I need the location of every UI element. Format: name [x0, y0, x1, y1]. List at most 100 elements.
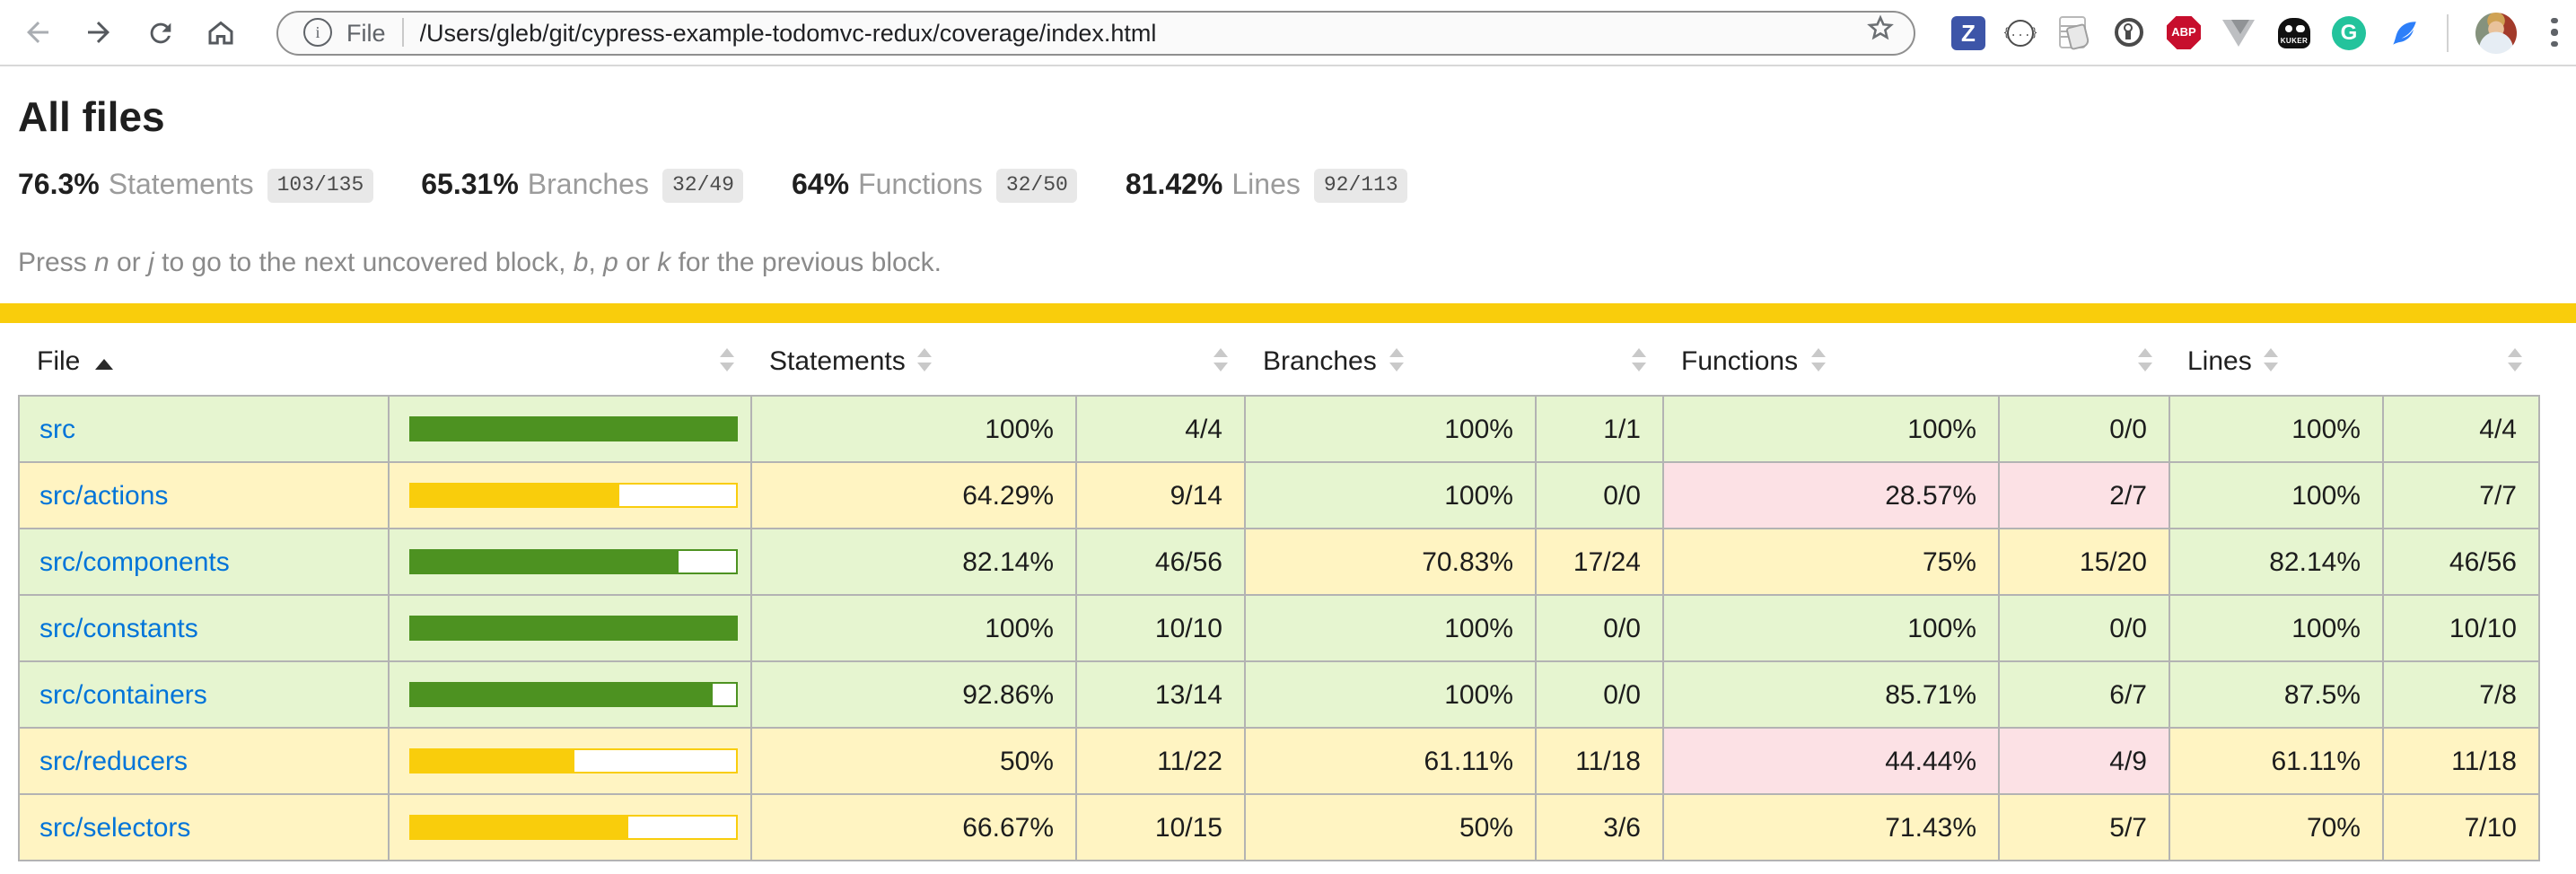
file-link[interactable]: src — [39, 414, 75, 444]
adblock-plus-extension-icon[interactable]: ABP — [2167, 15, 2201, 49]
statements-raw-cell: 46/56 — [1075, 528, 1246, 596]
reload-button[interactable] — [136, 9, 183, 56]
functions-raw-cell: 2/7 — [1998, 461, 2170, 529]
column-header-lines-raw[interactable] — [2383, 323, 2539, 396]
statements-pct-cell: 92.86% — [750, 660, 1077, 729]
coverage-bar — [409, 416, 738, 441]
sorter-icon[interactable] — [1213, 348, 1227, 371]
branches-raw-cell: 0/0 — [1535, 594, 1664, 662]
back-button[interactable] — [14, 9, 61, 56]
functions-raw-cell: 0/0 — [1998, 395, 2170, 463]
coverage-bar-fill — [411, 817, 628, 838]
lines-raw-cell: 46/56 — [2382, 528, 2540, 596]
branches-pct-cell: 100% — [1244, 461, 1537, 529]
statements-pct-cell: 50% — [750, 727, 1077, 795]
coverage-bar — [409, 616, 738, 641]
feather-extension-icon[interactable] — [2388, 15, 2422, 49]
lines-pct: 81.42% — [1125, 170, 1223, 200]
graph-cell — [388, 461, 752, 529]
functions-raw-cell: 0/0 — [1998, 594, 2170, 662]
statements-pct-cell: 100% — [750, 594, 1077, 662]
file-link[interactable]: src/components — [39, 546, 230, 577]
url-text[interactable]: /Users/gleb/git/cypress-example-todomvc-… — [419, 19, 1157, 46]
statements-raw-cell: 10/15 — [1075, 793, 1246, 861]
vue-devtools-extension-icon[interactable] — [2222, 17, 2256, 48]
forward-button[interactable] — [75, 9, 122, 56]
graph-cell — [388, 793, 752, 861]
file-cell: src/constants — [18, 594, 390, 662]
functions-raw-cell: 6/7 — [1998, 660, 2170, 729]
column-header-graph[interactable] — [389, 323, 751, 396]
coverage-bar-empty — [678, 551, 736, 572]
browser-menu-icon[interactable] — [2540, 14, 2569, 50]
column-header-statements-raw[interactable] — [1076, 323, 1245, 396]
grammarly-extension-icon[interactable]: G — [2332, 15, 2366, 49]
json-viewer-extension-icon[interactable]: {...} — [2003, 19, 2038, 46]
coverage-bar — [409, 549, 738, 574]
functions-pct-cell: 75% — [1662, 528, 2000, 596]
sorter-icon[interactable] — [1810, 348, 1826, 371]
coverage-bar-empty — [713, 684, 736, 705]
document-icon — [2059, 16, 2090, 50]
home-button[interactable] — [197, 9, 244, 56]
column-header-branches[interactable]: Branches — [1245, 323, 1536, 396]
functions-pct-cell: 44.44% — [1662, 727, 2000, 795]
column-header-file[interactable]: File — [19, 323, 389, 396]
file-link[interactable]: src/constants — [39, 613, 198, 643]
coverage-bar-fill — [411, 418, 736, 440]
zenhub-extension-icon[interactable]: Z — [1951, 15, 1985, 49]
coverage-bar-fill — [411, 485, 620, 506]
sorter-icon[interactable] — [2507, 348, 2521, 371]
column-header-lines[interactable]: Lines — [2169, 323, 2383, 396]
page-info-icon[interactable]: i — [303, 18, 332, 47]
statements-raw-cell: 13/14 — [1075, 660, 1246, 729]
forward-icon — [83, 16, 115, 48]
table-wrapper: File Statements Branches Functions Lines… — [0, 323, 2576, 861]
sorter-icon[interactable] — [719, 348, 733, 371]
coverage-bar-empty — [619, 485, 736, 506]
lines-pct-cell: 100% — [2169, 594, 2384, 662]
table-row: src/constants 100% 10/10 100% 0/0 100% 0… — [18, 594, 2540, 662]
coverage-summary: 76.3% Statements 103/135 65.31% Branches… — [18, 169, 2558, 203]
coverage-bar-fill — [411, 684, 714, 705]
table-row: src 100% 4/4 100% 1/1 100% 0/0 100% 4/4 — [18, 395, 2540, 463]
file-link[interactable]: src/containers — [39, 679, 207, 710]
branches-pct-cell: 100% — [1244, 395, 1537, 463]
graph-cell — [388, 395, 752, 463]
graph-cell — [388, 727, 752, 795]
sorter-icon[interactable] — [2137, 348, 2151, 371]
branches-raw-cell: 17/24 — [1535, 528, 1664, 596]
kuker-extension-icon[interactable]: KUKER — [2278, 17, 2310, 48]
sorter-icon[interactable] — [917, 348, 933, 371]
column-header-statements[interactable]: Statements — [751, 323, 1076, 396]
home-icon — [205, 16, 237, 48]
column-header-functions[interactable]: Functions — [1663, 323, 1999, 396]
file-link[interactable]: src/selectors — [39, 812, 191, 843]
file-link[interactable]: src/reducers — [39, 746, 188, 776]
sorter-icon[interactable] — [1631, 348, 1645, 371]
url-scheme-chip: File — [346, 19, 386, 46]
bookmark-star-icon[interactable] — [1865, 13, 1896, 52]
branches-raw-cell: 1/1 — [1535, 395, 1664, 463]
statements-pct-cell: 82.14% — [750, 528, 1077, 596]
branches-raw-cell: 3/6 — [1535, 793, 1664, 861]
profile-avatar[interactable] — [2475, 12, 2517, 53]
sorter-icon[interactable] — [2264, 348, 2279, 371]
onepassword-extension-icon[interactable] — [2111, 15, 2145, 49]
table-row: src/actions 64.29% 9/14 100% 0/0 28.57% … — [18, 461, 2540, 529]
file-link[interactable]: src/actions — [39, 480, 169, 511]
sorter-icon[interactable] — [1389, 348, 1404, 371]
column-header-functions-raw[interactable] — [1999, 323, 2169, 396]
coverage-bar-empty — [574, 750, 736, 772]
column-header-branches-raw[interactable] — [1536, 323, 1663, 396]
functions-summary: 64% Functions 32/50 — [792, 169, 1077, 203]
coverage-status-line — [0, 303, 2576, 323]
url-bar[interactable]: i File /Users/gleb/git/cypress-example-t… — [276, 10, 1915, 55]
reload-icon — [145, 17, 175, 48]
notes-extension-icon[interactable] — [2055, 15, 2090, 50]
table-row: src/reducers 50% 11/22 61.11% 11/18 44.4… — [18, 727, 2540, 795]
lines-pct-cell: 61.11% — [2169, 727, 2384, 795]
functions-pct-cell: 85.71% — [1662, 660, 2000, 729]
coverage-bar-fill — [411, 617, 736, 639]
